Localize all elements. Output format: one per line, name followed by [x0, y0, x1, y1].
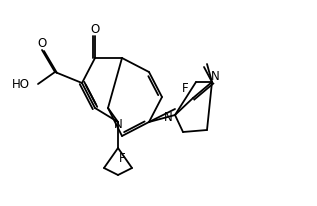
- Text: N: N: [210, 70, 219, 83]
- Text: O: O: [90, 22, 100, 35]
- Text: F: F: [119, 151, 125, 165]
- Text: N: N: [164, 110, 172, 124]
- Text: F: F: [182, 82, 188, 95]
- Text: HO: HO: [12, 77, 30, 90]
- Text: O: O: [37, 36, 47, 49]
- Text: N: N: [113, 117, 122, 130]
